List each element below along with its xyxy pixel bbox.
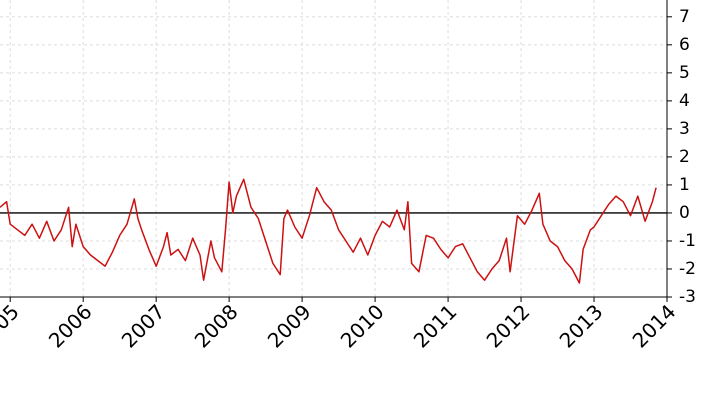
y-tick-label: 0 (679, 203, 690, 223)
x-tick-label: 2014 (628, 300, 681, 353)
x-tick-label: 2008 (190, 300, 243, 353)
y-tick-label: 4 (679, 91, 690, 111)
y-tick-label: -2 (679, 259, 696, 279)
data-line (0, 178, 657, 284)
y-tick-label: 2 (679, 147, 690, 167)
x-tick-label: 2010 (336, 300, 389, 353)
y-tick-label: 7 (679, 7, 690, 27)
y-tick-label: 1 (679, 175, 690, 195)
y-tick-label: -1 (679, 231, 696, 251)
y-tick-label: 6 (679, 35, 690, 55)
x-tick-label: 2007 (117, 300, 170, 353)
x-tick-label: 2011 (409, 300, 462, 353)
y-tick-label: -3 (679, 287, 696, 307)
x-tick-label: 2012 (482, 300, 535, 353)
x-tick-label: 2009 (263, 300, 316, 353)
y-tick-label: 3 (679, 119, 690, 139)
x-tick-label: 2013 (555, 300, 608, 353)
x-tick-label: 2006 (44, 300, 97, 353)
x-tick-label: 2005 (0, 300, 24, 353)
y-tick-label: 5 (679, 63, 690, 83)
